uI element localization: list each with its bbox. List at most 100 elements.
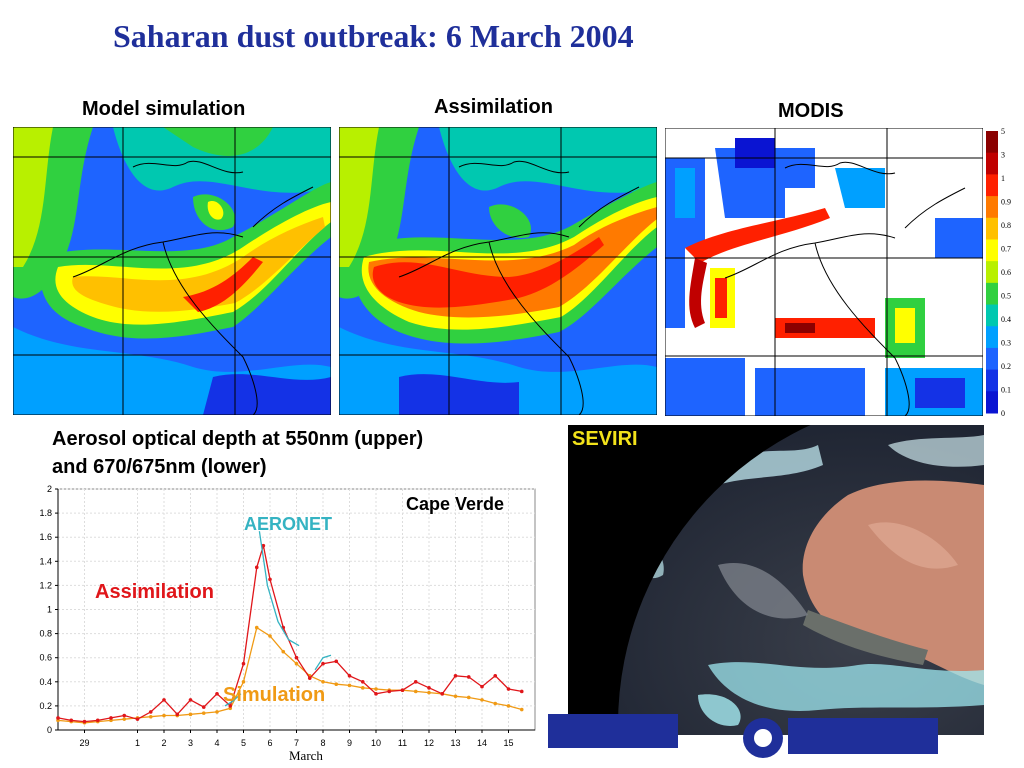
simulation-point: [453, 694, 458, 699]
simulation-point: [162, 713, 166, 718]
assimilation-point: [294, 655, 299, 660]
assimilation-point: [95, 718, 100, 723]
assimilation-point: [188, 698, 193, 702]
colorbar-tick-label: 0: [1001, 409, 1005, 418]
x-tick-label: 6: [267, 738, 272, 748]
colorbar-segment: [986, 174, 998, 197]
assimilation-point: [148, 710, 153, 714]
simulation-point: [347, 683, 352, 688]
x-tick-label: 10: [371, 738, 381, 748]
colorbar-segment: [986, 347, 998, 371]
simulation-point: [374, 687, 378, 691]
assimilation-point: [201, 705, 206, 709]
panel-title-model: Model simulation: [82, 98, 246, 120]
chart-caption-line-1: Aerosol optical depth at 550nm (upper): [52, 428, 424, 450]
x-tick-label: 29: [79, 738, 89, 748]
colorbar-segment: [986, 282, 998, 306]
colorbar-tick-label: 0.9: [1001, 198, 1011, 207]
assimilation-point: [268, 577, 272, 582]
x-tick-label: 9: [347, 738, 352, 748]
simulation-point: [215, 710, 219, 714]
assimilation-point: [519, 689, 524, 694]
panel-title-modis: MODIS: [778, 100, 844, 122]
colorbar-tick-label: 0.7: [1001, 245, 1011, 254]
panel-title-assimilation: Assimilation: [434, 96, 553, 118]
x-tick-label: 12: [424, 738, 434, 748]
assimilation-point: [440, 692, 445, 696]
colorbar-segment: [986, 152, 998, 175]
x-tick-label: 13: [450, 738, 460, 748]
x-tick-label: 5: [241, 738, 246, 748]
assimilation-point: [427, 686, 431, 690]
colorbar-tick-label: 0.8: [1001, 221, 1011, 230]
assimilation-point: [334, 659, 339, 664]
simulation-point: [321, 680, 325, 684]
colorbar-segment: [986, 326, 998, 349]
series-label-aeronet: AERONET: [244, 514, 333, 534]
simulation-point: [506, 704, 511, 708]
series-label-simulation: Simulation: [223, 684, 326, 706]
x-tick-label: 3: [188, 738, 193, 748]
simulation-point: [334, 682, 339, 687]
assimilation-point: [122, 713, 127, 718]
simulation-point: [241, 680, 246, 684]
assimilation-point: [360, 680, 365, 684]
aeronet-line: [258, 531, 300, 647]
simulation-point: [294, 661, 299, 666]
colorbar-tick-label: 0.1: [1001, 386, 1011, 395]
x-tick-label: 2: [161, 738, 166, 748]
ecmwf-logo: [548, 714, 938, 758]
colorbar-tick-label: 1: [1001, 174, 1005, 183]
assimilation-point: [307, 676, 312, 680]
assimilation-point: [374, 692, 378, 696]
colorbar-tick-label: 0.2: [1001, 362, 1011, 371]
assimilation-point: [480, 684, 484, 689]
colorbar: 5 3 1 0.9 0.8 0.7 0.6 0.5 0.4 0.3 0.2 0.1 0: [986, 128, 1011, 418]
colorbar-tick-label: 0.5: [1001, 292, 1011, 301]
y-tick-label: 0: [47, 725, 52, 735]
colorbar-tick-label: 0.4: [1001, 315, 1011, 324]
assimilation-point: [453, 673, 458, 678]
colorbar-segment: [986, 304, 998, 327]
x-tick-label: 14: [477, 738, 487, 748]
y-tick-label: 0.6: [39, 653, 52, 663]
assimilation-point: [254, 565, 259, 570]
colorbar-tick-label: 5: [1001, 128, 1005, 136]
colorbar-segment: [986, 239, 998, 262]
y-tick-label: 1.4: [39, 556, 52, 566]
x-axis-label: March: [289, 748, 323, 763]
simulation-point: [122, 717, 127, 721]
chart-caption: Aerosol optical depth at 550nm (upper) a…: [52, 425, 423, 481]
y-tick-label: 2: [47, 484, 52, 494]
seviri-image: [568, 425, 984, 735]
colorbar-tick-label: 0.3: [1001, 339, 1011, 348]
x-tick-label: 4: [214, 738, 219, 748]
assimilation-point: [493, 673, 498, 678]
assimilation-point: [215, 692, 219, 696]
series-label-assimilation: Assimilation: [95, 581, 214, 603]
assimilation-point: [82, 719, 87, 724]
assimilation-point: [56, 716, 60, 720]
y-tick-label: 0.8: [39, 629, 52, 639]
colorbar-tick-label: 3: [1001, 151, 1005, 160]
simulation-point: [281, 649, 286, 654]
simulation-point: [360, 686, 365, 690]
assimilation-point: [400, 688, 405, 693]
slide-title: Saharan dust outbreak: 6 March 2004: [113, 18, 634, 54]
assimilation-point: [321, 661, 325, 666]
simulation-point: [201, 711, 206, 715]
assimilation-point: [387, 689, 392, 694]
simulation-point: [268, 634, 272, 638]
y-tick-label: 1.8: [39, 508, 52, 518]
simulation-point: [480, 698, 484, 702]
assimilation-point: [135, 717, 140, 721]
x-tick-label: 8: [320, 738, 325, 748]
assimilation-point: [241, 661, 246, 666]
assimilation-point: [347, 673, 352, 678]
simulation-point: [427, 690, 431, 695]
y-tick-label: 0.4: [39, 677, 52, 687]
map-assimilation: [339, 127, 657, 415]
aeronet-line: [314, 654, 332, 671]
y-tick-label: 1.2: [39, 580, 52, 590]
